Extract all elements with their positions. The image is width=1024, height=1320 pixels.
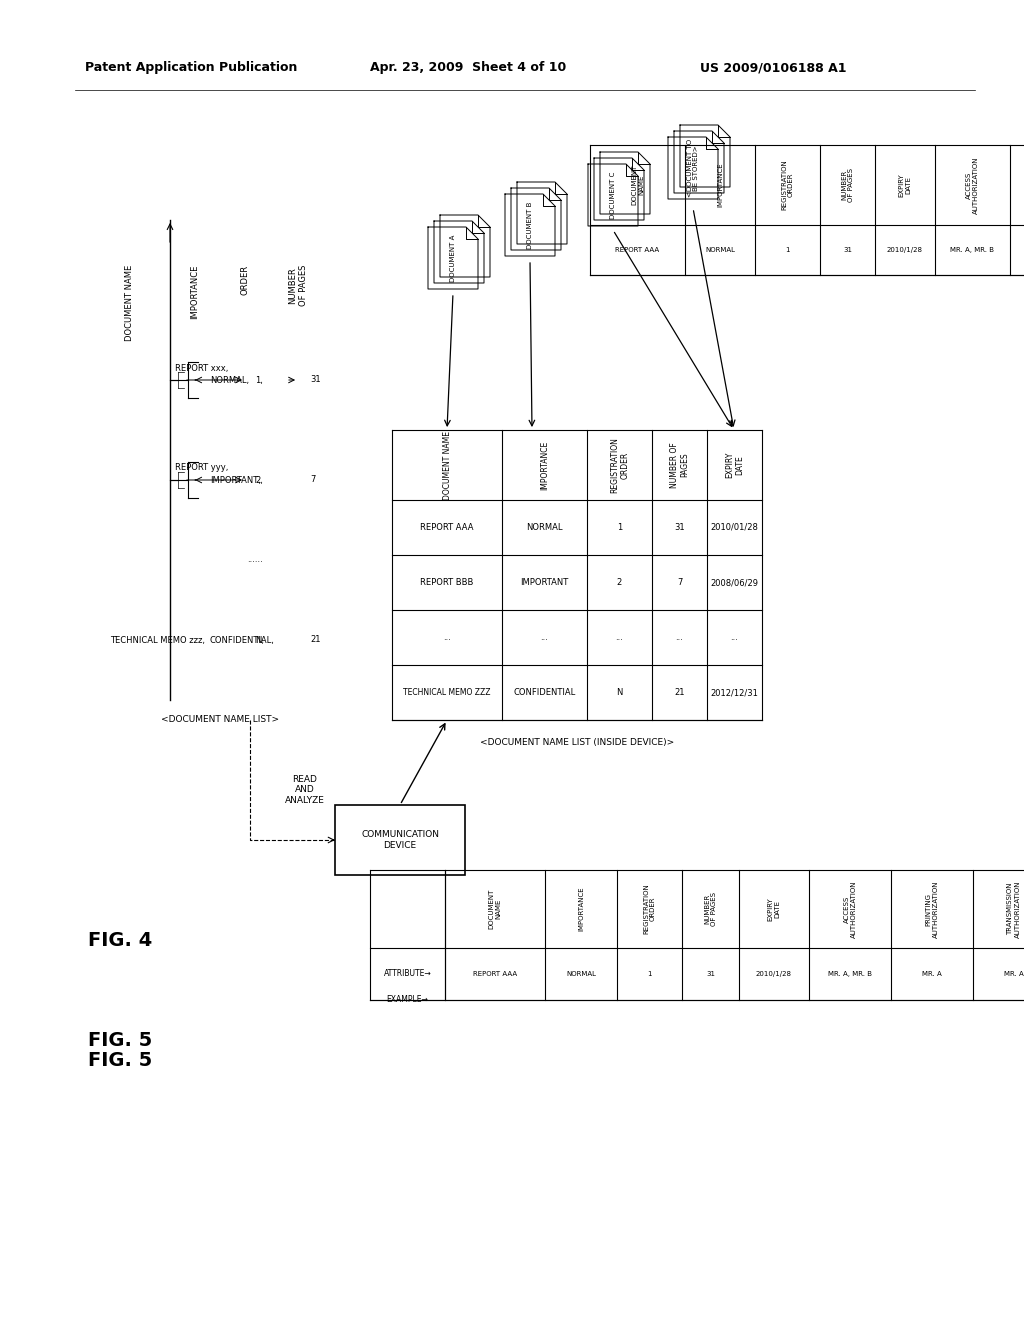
Text: IMPORTANCE: IMPORTANCE — [190, 265, 200, 319]
Text: US 2009/0106188 A1: US 2009/0106188 A1 — [700, 62, 847, 74]
Text: 2010/01/28: 2010/01/28 — [711, 523, 759, 532]
Text: 2008/06/29: 2008/06/29 — [711, 578, 759, 587]
Text: EXPIRY
DATE: EXPIRY DATE — [725, 451, 744, 478]
Text: MR. A, MR. B: MR. A, MR. B — [828, 972, 872, 977]
Text: Patent Application Publication: Patent Application Publication — [85, 62, 297, 74]
Text: 2010/1/28: 2010/1/28 — [756, 972, 792, 977]
Text: IMPORTANCE: IMPORTANCE — [540, 441, 549, 490]
Text: MR. A: MR. A — [1005, 972, 1024, 977]
Polygon shape — [588, 164, 638, 226]
Text: 2: 2 — [616, 578, 623, 587]
Text: ACCESS
AUTHORIZATION: ACCESS AUTHORIZATION — [844, 880, 856, 937]
Text: FIG. 4: FIG. 4 — [88, 931, 153, 949]
Text: COMMUNICATION
DEVICE: COMMUNICATION DEVICE — [361, 830, 439, 850]
Polygon shape — [505, 194, 555, 256]
Text: ...: ... — [541, 634, 549, 642]
Text: EXAMPLE→: EXAMPLE→ — [387, 995, 428, 1005]
Polygon shape — [668, 137, 718, 199]
Text: 31: 31 — [706, 972, 715, 977]
Text: IMPORTANCE: IMPORTANCE — [578, 887, 584, 932]
Text: MR. A: MR. A — [923, 972, 942, 977]
Polygon shape — [428, 227, 478, 289]
Text: DOCUMENT C: DOCUMENT C — [610, 172, 616, 219]
Polygon shape — [594, 158, 644, 220]
Text: 2010/1/28: 2010/1/28 — [887, 247, 923, 253]
Text: 31: 31 — [674, 523, 685, 532]
Text: ......: ...... — [247, 556, 263, 565]
Text: IMPORTANT: IMPORTANT — [520, 578, 568, 587]
Text: N,: N, — [255, 635, 264, 644]
Text: 2012/12/31: 2012/12/31 — [711, 688, 759, 697]
Text: NUMBER OF
PAGES: NUMBER OF PAGES — [670, 442, 689, 488]
Text: REPORT BBB: REPORT BBB — [420, 578, 474, 587]
Text: N: N — [616, 688, 623, 697]
Text: REGISTRATION
ORDER: REGISTRATION ORDER — [610, 437, 629, 492]
Text: ATTRIBUTE→: ATTRIBUTE→ — [384, 969, 431, 978]
Text: 21: 21 — [310, 635, 321, 644]
Text: REPORT xxx,: REPORT xxx, — [175, 363, 228, 372]
Text: 2,: 2, — [255, 475, 263, 484]
Text: PRINTING
AUTHORIZATION: PRINTING AUTHORIZATION — [926, 880, 939, 937]
Text: TRANSMISSION
AUTHORIZATION: TRANSMISSION AUTHORIZATION — [1008, 880, 1021, 937]
Text: DOCUMENT A: DOCUMENT A — [450, 235, 456, 281]
Text: NUMBER
OF PAGES: NUMBER OF PAGES — [705, 892, 717, 927]
Text: NORMAL: NORMAL — [526, 523, 563, 532]
Text: TECHNICAL MEMO ZZZ: TECHNICAL MEMO ZZZ — [403, 688, 490, 697]
Text: NUMBER
OF PAGES: NUMBER OF PAGES — [841, 168, 854, 202]
Text: NORMAL,: NORMAL, — [210, 375, 249, 384]
Text: ...: ... — [443, 634, 451, 642]
Text: DOCUMENT
NAME: DOCUMENT NAME — [631, 165, 644, 205]
Text: REGISTRATION
ORDER: REGISTRATION ORDER — [643, 883, 656, 935]
Polygon shape — [600, 152, 650, 214]
Text: <DOCUMENT NAME LIST (INSIDE DEVICE)>: <DOCUMENT NAME LIST (INSIDE DEVICE)> — [480, 738, 674, 747]
Text: ACCESS
AUTHORIZATION: ACCESS AUTHORIZATION — [966, 156, 979, 214]
Text: ORDER: ORDER — [241, 265, 250, 296]
Text: READ
AND
ANALYZE: READ AND ANALYZE — [285, 775, 325, 805]
Text: MR. A, MR. B: MR. A, MR. B — [950, 247, 994, 253]
Text: CONFIDENTIAL,: CONFIDENTIAL, — [210, 635, 274, 644]
Text: FIG. 5: FIG. 5 — [88, 1031, 153, 1049]
Polygon shape — [511, 187, 561, 249]
Text: <DOCUMENT TO
BE STORED>: <DOCUMENT TO BE STORED> — [686, 139, 699, 197]
Text: IMPORTANT,: IMPORTANT, — [210, 475, 261, 484]
Text: REPORT AAA: REPORT AAA — [420, 523, 474, 532]
Text: ...: ... — [615, 634, 624, 642]
Text: NORMAL: NORMAL — [566, 972, 596, 977]
Text: 1: 1 — [647, 972, 651, 977]
Text: TECHNICAL MEMO zzz,: TECHNICAL MEMO zzz, — [110, 635, 205, 644]
Text: 1,: 1, — [255, 375, 263, 384]
Text: 21: 21 — [674, 688, 685, 697]
Text: REGISTRATION
ORDER: REGISTRATION ORDER — [781, 160, 794, 210]
Polygon shape — [440, 215, 490, 277]
Text: ...: ... — [676, 634, 683, 642]
Text: 7: 7 — [677, 578, 682, 587]
Text: DOCUMENT NAME: DOCUMENT NAME — [126, 265, 134, 342]
Text: Apr. 23, 2009  Sheet 4 of 10: Apr. 23, 2009 Sheet 4 of 10 — [370, 62, 566, 74]
Text: DOCUMENT
NAME: DOCUMENT NAME — [488, 888, 502, 929]
Text: 1: 1 — [616, 523, 623, 532]
Text: 7: 7 — [310, 475, 315, 484]
Polygon shape — [680, 125, 730, 187]
FancyBboxPatch shape — [335, 805, 465, 875]
Text: NUMBER
OF PAGES: NUMBER OF PAGES — [289, 265, 307, 306]
Polygon shape — [517, 182, 567, 244]
Text: CONFIDENTIAL: CONFIDENTIAL — [513, 688, 575, 697]
Text: 1: 1 — [785, 247, 790, 253]
Text: DOCUMENT NAME: DOCUMENT NAME — [442, 430, 452, 499]
Text: EXPIRY
DATE: EXPIRY DATE — [768, 898, 780, 921]
Text: IMPORTANCE: IMPORTANCE — [717, 162, 723, 207]
Text: REPORT AAA: REPORT AAA — [615, 247, 659, 253]
Text: 31: 31 — [310, 375, 321, 384]
Text: EXPIRY
DATE: EXPIRY DATE — [898, 173, 911, 197]
Text: ...: ... — [730, 634, 738, 642]
Text: REPORT yyy,: REPORT yyy, — [175, 463, 228, 473]
Polygon shape — [434, 220, 484, 282]
Polygon shape — [674, 131, 724, 193]
Text: <DOCUMENT NAME LIST>: <DOCUMENT NAME LIST> — [161, 715, 280, 725]
Text: REPORT AAA: REPORT AAA — [473, 972, 517, 977]
Text: DOCUMENT B: DOCUMENT B — [527, 202, 534, 248]
Text: NORMAL: NORMAL — [705, 247, 735, 253]
Text: 31: 31 — [843, 247, 852, 253]
Text: FIG. 5: FIG. 5 — [88, 1051, 153, 1069]
